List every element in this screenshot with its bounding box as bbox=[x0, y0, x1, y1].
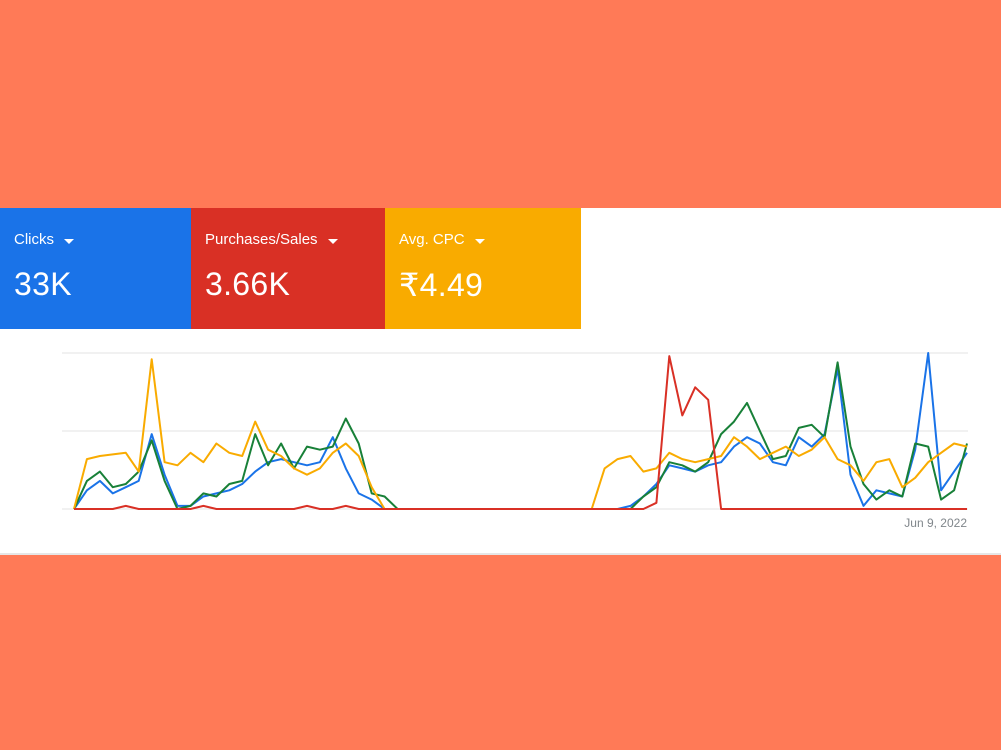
metric-label-clicks: Clicks bbox=[14, 230, 191, 250]
chart-series-lines bbox=[73, 352, 968, 510]
metric-value-purchases: 3.66K bbox=[205, 266, 291, 302]
x-axis-end-date: Jun 9, 2022 bbox=[904, 516, 967, 530]
metric-label-text: Purchases/Sales bbox=[205, 231, 318, 248]
metric-card-avg-cpc[interactable]: Avg. CPC ₹4.49 bbox=[385, 208, 581, 329]
metric-card-clicks[interactable]: Clicks 33K bbox=[0, 208, 191, 329]
dropdown-caret-icon[interactable] bbox=[64, 238, 74, 244]
series-line-2 bbox=[73, 358, 968, 510]
metric-card-purchases[interactable]: Purchases/Sales 3.66K bbox=[191, 208, 385, 329]
dropdown-caret-icon[interactable] bbox=[327, 238, 338, 244]
metric-cards: Clicks 33K Purchases/Sales 3.66K Avg. CP… bbox=[0, 208, 581, 329]
metric-value-clicks: 33K bbox=[14, 266, 72, 302]
series-line-3 bbox=[74, 355, 967, 510]
performance-panel: Clicks 33K Purchases/Sales 3.66K Avg. CP… bbox=[0, 208, 1001, 555]
series-line-1 bbox=[73, 361, 968, 510]
metric-value-avg-cpc: ₹4.49 bbox=[399, 267, 484, 303]
chart-gridlines bbox=[62, 352, 968, 510]
metric-label-text: Clicks bbox=[14, 231, 54, 248]
metric-label-avg-cpc: Avg. CPC bbox=[399, 230, 581, 250]
metric-label-purchases: Purchases/Sales bbox=[205, 230, 385, 250]
performance-line-chart bbox=[62, 352, 968, 510]
metric-label-text: Avg. CPC bbox=[399, 231, 465, 248]
dropdown-caret-icon[interactable] bbox=[474, 238, 485, 244]
